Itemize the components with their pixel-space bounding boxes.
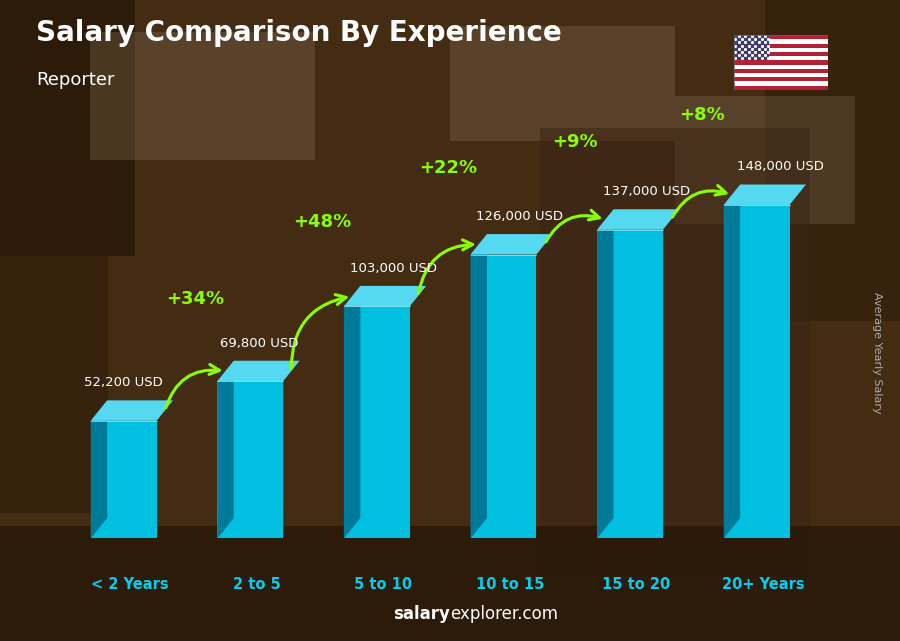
Text: 10 to 15: 10 to 15	[476, 577, 544, 592]
Text: Salary Comparison By Experience: Salary Comparison By Experience	[36, 19, 562, 47]
Bar	[734, 35, 770, 60]
Polygon shape	[471, 234, 553, 254]
Text: explorer.com: explorer.com	[450, 605, 558, 623]
Bar	[734, 73, 828, 77]
Polygon shape	[217, 361, 234, 538]
Bar	[734, 69, 828, 73]
Polygon shape	[724, 205, 789, 538]
Bar	[675, 96, 855, 224]
Text: < 2 Years: < 2 Years	[92, 577, 169, 592]
Polygon shape	[91, 421, 157, 538]
Text: 15 to 20: 15 to 20	[602, 577, 670, 592]
Polygon shape	[597, 210, 680, 229]
Bar	[0, 160, 108, 513]
Text: +48%: +48%	[292, 213, 351, 231]
Text: 137,000 USD: 137,000 USD	[603, 185, 690, 198]
Bar	[450, 26, 675, 141]
Text: +22%: +22%	[419, 160, 477, 178]
Polygon shape	[344, 306, 410, 538]
Polygon shape	[91, 401, 173, 421]
Text: 5 to 10: 5 to 10	[355, 577, 412, 592]
Polygon shape	[217, 381, 284, 538]
Text: 52,200 USD: 52,200 USD	[84, 376, 163, 389]
Text: 2 to 5: 2 to 5	[233, 577, 281, 592]
Bar	[90, 32, 315, 160]
Bar	[734, 35, 828, 40]
Bar	[734, 60, 828, 65]
Bar	[734, 65, 828, 69]
Bar	[734, 52, 828, 56]
Bar	[734, 40, 828, 44]
Text: 148,000 USD: 148,000 USD	[737, 160, 824, 173]
Bar	[0, 0, 135, 256]
Text: +9%: +9%	[552, 133, 598, 151]
Text: +34%: +34%	[166, 290, 224, 308]
Bar	[734, 77, 828, 81]
Polygon shape	[724, 185, 806, 205]
Bar	[0, 526, 900, 641]
Polygon shape	[471, 234, 487, 538]
Text: 103,000 USD: 103,000 USD	[349, 262, 436, 275]
Polygon shape	[91, 401, 107, 538]
Bar	[540, 128, 810, 577]
Polygon shape	[217, 361, 300, 381]
Bar	[765, 0, 900, 320]
Polygon shape	[724, 185, 740, 538]
Text: 20+ Years: 20+ Years	[722, 577, 805, 592]
Bar	[734, 56, 828, 60]
Bar	[734, 85, 828, 90]
Polygon shape	[597, 210, 614, 538]
Text: 126,000 USD: 126,000 USD	[476, 210, 563, 223]
Text: salary: salary	[393, 605, 450, 623]
Text: +8%: +8%	[679, 106, 725, 124]
Polygon shape	[344, 286, 427, 306]
Text: Average Yearly Salary: Average Yearly Salary	[872, 292, 883, 413]
Text: Reporter: Reporter	[36, 71, 114, 88]
Polygon shape	[471, 254, 536, 538]
Bar	[734, 44, 828, 48]
Text: 69,800 USD: 69,800 USD	[220, 337, 299, 349]
Bar	[734, 81, 828, 85]
Polygon shape	[344, 286, 360, 538]
Polygon shape	[597, 229, 663, 538]
Bar	[734, 48, 828, 52]
